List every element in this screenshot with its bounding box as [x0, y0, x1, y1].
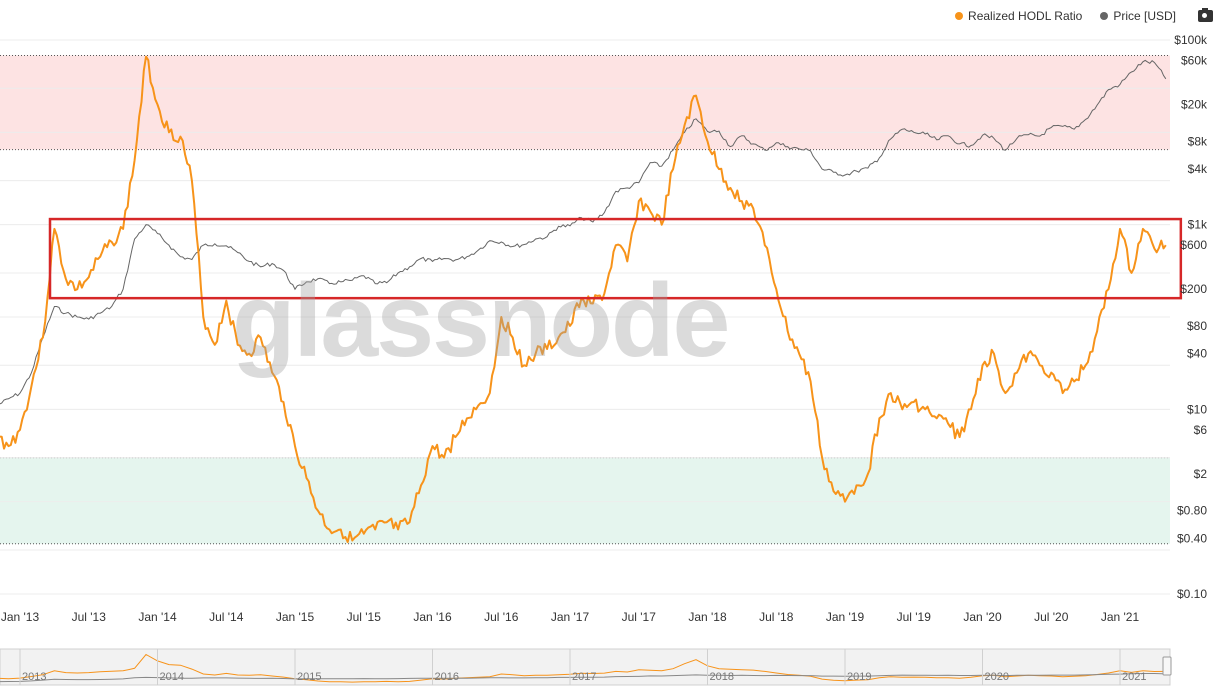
y-tick-label: $100k — [1174, 33, 1208, 47]
y-tick-label: $200 — [1180, 282, 1207, 296]
x-tick-label: Jul '14 — [209, 610, 244, 624]
navigator-year-label: 2020 — [985, 671, 1009, 683]
y-tick-label: $20k — [1181, 98, 1208, 112]
x-tick-label: Jan '17 — [551, 610, 590, 624]
legend-item-hodl[interactable]: Realized HODL Ratio — [955, 9, 1082, 23]
x-tick-label: Jan '14 — [138, 610, 177, 624]
x-tick-label: Jan '16 — [413, 610, 452, 624]
navigator-handle[interactable] — [1162, 656, 1172, 676]
navigator-line-hodl — [0, 653, 1166, 683]
y-tick-label: $10 — [1187, 402, 1207, 416]
y-tick-label: $40 — [1187, 347, 1207, 361]
x-tick-label: Jul '18 — [759, 610, 794, 624]
y-tick-label: $8k — [1188, 134, 1208, 148]
y-tick-label: $0.40 — [1177, 531, 1207, 545]
legend-hodl-label: Realized HODL Ratio — [968, 9, 1083, 23]
navigator-year-label: 2014 — [160, 671, 184, 683]
camera-icon[interactable] — [1198, 8, 1213, 22]
legend-item-price[interactable]: Price [USD] — [1100, 9, 1176, 23]
navigator-year-label: 2013 — [22, 671, 46, 683]
series-line-price — [0, 59, 1167, 405]
y-tick-label: $4k — [1188, 162, 1208, 176]
y-tick-label: $2 — [1194, 467, 1208, 481]
navigator-year-label: 2017 — [572, 671, 596, 683]
legend-price-label: Price [USD] — [1113, 9, 1176, 23]
x-tick-label: Jul '13 — [72, 610, 107, 624]
y-tick-label: $60k — [1181, 53, 1208, 67]
x-tick-label: Jan '21 — [1101, 610, 1140, 624]
navigator-year-label: 2021 — [1122, 671, 1146, 683]
hodl-dot-icon — [955, 12, 964, 20]
zone-band-0 — [0, 55, 1170, 150]
price-dot-icon — [1100, 12, 1109, 20]
x-tick-label: Jul '17 — [622, 610, 657, 624]
navigator-year-label: 2015 — [297, 671, 321, 683]
x-tick-label: Jan '13 — [1, 610, 40, 624]
highlight-box — [48, 217, 1183, 300]
x-tick-label: Jul '19 — [897, 610, 932, 624]
x-tick-label: Jul '15 — [347, 610, 382, 624]
x-tick-label: Jan '15 — [276, 610, 315, 624]
y-tick-label: $1k — [1188, 218, 1208, 232]
navigator-line-price — [0, 673, 1166, 683]
x-tick-label: Jan '18 — [688, 610, 727, 624]
y-tick-label: $80 — [1187, 319, 1207, 333]
navigator[interactable] — [0, 648, 1171, 686]
x-tick-label: Jan '19 — [826, 610, 865, 624]
zone-band-1 — [0, 457, 1170, 544]
y-tick-label: $600 — [1180, 238, 1207, 252]
navigator-year-label: 2016 — [435, 671, 459, 683]
legend: Realized HODL Ratio Price [USD] — [955, 7, 1213, 25]
navigator-year-label: 2018 — [710, 671, 734, 683]
y-tick-label: $0.10 — [1177, 587, 1207, 601]
navigator-year-label: 2019 — [847, 671, 871, 683]
x-tick-label: Jan '20 — [963, 610, 1002, 624]
x-tick-label: Jul '20 — [1034, 610, 1069, 624]
y-tick-label: $6 — [1194, 423, 1208, 437]
x-tick-label: Jul '16 — [484, 610, 519, 624]
y-tick-label: $0.80 — [1177, 504, 1207, 518]
